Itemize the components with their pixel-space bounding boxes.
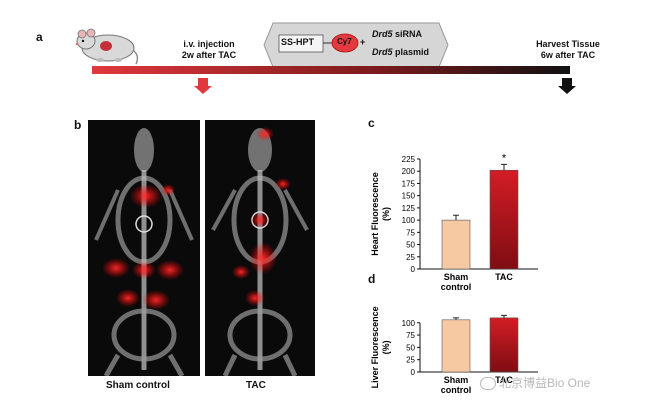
probe-label: SS-HPT [281,37,315,47]
harvest-line-1: Harvest Tissue [536,39,600,49]
heart-y-tick-label: 200 [402,167,416,176]
heart-y-label-line: Heart Fluorescence [370,172,380,256]
heart-fluorescence-chart: 0 25 50 75 100 125 150 175 200 225 Heart Fluoresce… [370,152,538,290]
plasmid-text: plasmid [395,47,430,57]
timeline-bar [92,66,570,74]
heart-y-tick-label: 25 [406,253,415,262]
sirna-label: Drd5 siRNA [372,29,422,39]
injection-label: i.v. injection 2w after TAC [168,39,250,61]
heart-y-tick-label: 150 [402,192,416,201]
harvest-label: Harvest Tissue 6w after TAC [522,39,614,61]
liver-category-label: TAC [495,375,513,385]
sham-caption: Sham control [106,380,170,391]
plasmid-gene: Drd5 [372,47,393,57]
liver-bar [441,319,471,373]
heart-y-label: Heart Fluorescence(%) [370,172,391,256]
heart-y-tick-label: 75 [406,228,415,237]
heart-y-tick-label: 225 [402,155,416,164]
liver-fluorescence-chart: 0 25 50 75 100 Liver Fluorescence(%) Shamcontr… [370,306,538,395]
liver-y-tick-label: 0 [411,368,416,377]
sirna-text: siRNA [395,29,423,39]
heart-bar [489,169,519,270]
tac-imaging-panel [205,120,315,376]
plus-sign: + [360,37,366,47]
panel-d-letter: d [368,272,376,286]
heart-y-tick-label: 0 [411,265,416,274]
liver-bar [489,317,519,373]
watermark-text: 北京博益Bio One [499,376,591,390]
tac-caption: TAC [246,380,266,391]
harvest-arrow [558,78,576,94]
liver-y-label-line: Liver Fluorescence [370,306,380,388]
heart-significance-marker: * [502,152,507,164]
liver-category-label: control [441,385,472,395]
panel-c-letter: c [368,116,375,130]
heart-y-tick-label: 125 [402,204,416,213]
timeline [92,66,576,94]
heart-y-tick-label: 50 [406,241,415,250]
injection-line-2: 2w after TAC [181,50,237,60]
dye-label: Cy7 [337,37,352,46]
heart-y-tick-label: 175 [402,179,416,188]
heart-category-label: Sham [444,272,469,282]
watermark: 北京博益Bio One [480,374,590,391]
harvest-line-2: 6w after TAC [540,50,596,60]
panel-a-letter: a [36,30,43,44]
liver-y-label-line: (%) [381,340,391,354]
sham-imaging-panel [88,120,200,376]
liver-y-tick-label: 50 [406,343,415,352]
mouse-illustration [75,28,139,65]
heart-bar [441,219,471,270]
plasmid-label: Drd5 plasmid [372,47,429,57]
heart-y-label-line: (%) [381,207,391,221]
heart-category-label: TAC [495,272,513,282]
injection-line-1: i.v. injection [183,39,235,49]
sirna-gene: Drd5 [372,29,393,39]
liver-y-tick-label: 75 [406,331,415,340]
wechat-icon [480,377,496,391]
heart-y-tick-label: 100 [402,216,416,225]
reagent-hexagon [263,22,449,68]
liver-category-label: Sham [444,375,469,385]
heart-category-label: control [441,282,472,290]
liver-y-tick-label: 100 [402,319,416,328]
injection-arrow [194,78,212,94]
liver-y-label: Liver Fluorescence(%) [370,306,391,388]
liver-y-tick-label: 25 [406,356,415,365]
panel-b-letter: b [74,118,82,132]
